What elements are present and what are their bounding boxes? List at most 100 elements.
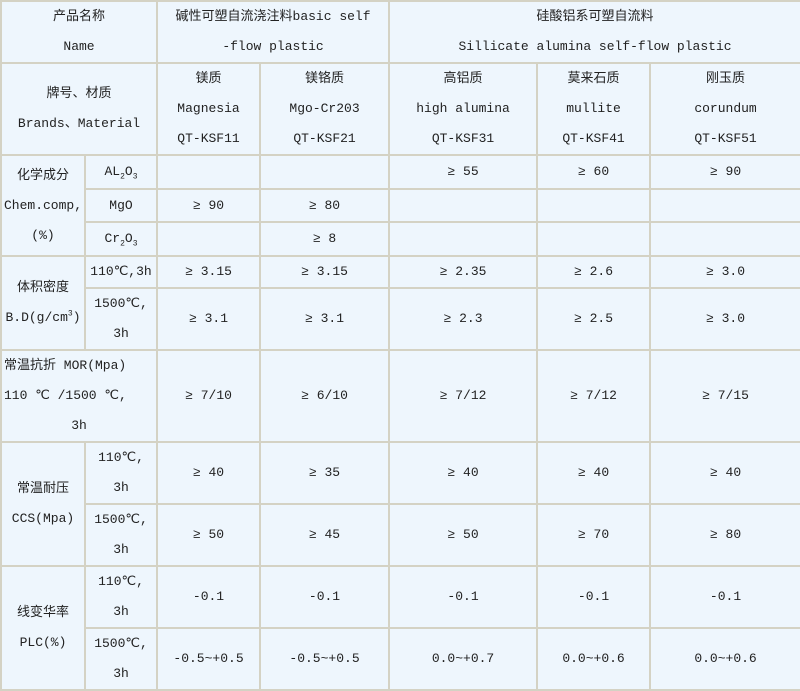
brand-row: 牌号、材质 Brands、Material 镁质 Magnesia QT-KSF11 … (0, 62, 800, 156)
condition-time: 3h (113, 326, 129, 341)
condition-label: 110℃, 3h (83, 565, 159, 629)
basic-header: 碱性可塑自流浇注料basic self -flow plastic (156, 0, 391, 64)
value-cell: ≥ 8 (259, 221, 391, 257)
chem-label-unit: (%) (31, 227, 55, 243)
component-label: AL2O3 (83, 154, 159, 190)
chem-label-en: Chem.comp, (4, 197, 83, 213)
value-cell (156, 221, 262, 257)
condition-label: 1500℃, 3h (83, 503, 159, 567)
value-cell (536, 188, 652, 223)
value-cell: ≥ 3.1 (156, 287, 262, 351)
density-label-en: B.D(g/cm3) (4, 303, 82, 333)
brand-label: 牌号、材质 Brands、Material (0, 62, 159, 156)
silicate-en: Sillicate alumina self-flow plastic (458, 39, 732, 54)
chem-row-cr2o3: Cr2O3 ≥ 8 (1, 221, 800, 257)
product-name-en: Name (63, 39, 95, 54)
product-cell: 莫来石质 mullite QT-KSF41 (536, 62, 652, 156)
chem-label: 化学成分 Chem.comp, (%) (0, 154, 86, 257)
product-code: QT-KSF21 (293, 131, 356, 146)
value-cell: -0.1 (259, 565, 391, 629)
product-cell: 镁铬质 Mgo-Cr203 QT-KSF21 (259, 62, 391, 156)
product-name-header: 产品名称 Name (0, 0, 159, 64)
plc-row-1500: 1500℃, 3h -0.5~+0.5 -0.5~+0.5 0.0~+0.7 0.… (1, 627, 800, 691)
formula-sub: 3 (132, 239, 138, 249)
product-cn: 莫来石质 (567, 71, 620, 86)
value-cell: ≥ 2.6 (536, 255, 652, 289)
product-code: QT-KSF51 (694, 131, 757, 146)
value-cell: ≥ 50 (156, 503, 262, 567)
value-cell: ≥ 90 (156, 188, 262, 223)
condition-time: 3h (113, 542, 129, 557)
silicate-cn: 硅酸铝系可塑自流料 (536, 9, 654, 24)
density-label-cn: 体积密度 (16, 280, 69, 295)
product-en: Mgo-Cr203 (289, 101, 360, 116)
value-cell: ≥ 40 (156, 441, 262, 505)
value-cell: -0.1 (156, 565, 262, 629)
ccs-row-1500: 1500℃, 3h ≥ 50 ≥ 45 ≥ 50 ≥ 70 ≥ 80 (1, 503, 800, 567)
formula-part: Cr (104, 231, 121, 246)
formula-part: AL (104, 164, 121, 179)
value-cell (536, 221, 652, 257)
condition-temp: 110℃, (98, 450, 144, 465)
value-cell: ≥ 3.1 (259, 287, 391, 351)
value-cell: ≥ 55 (388, 154, 539, 190)
chem-row-mgo: MgO ≥ 90 ≥ 80 (1, 188, 800, 223)
value-cell: 0.0~+0.6 (649, 627, 800, 691)
product-code: QT-KSF31 (431, 131, 495, 146)
product-code: QT-KSF11 (177, 131, 240, 146)
formula-sub: 3 (132, 172, 138, 182)
value-cell (259, 154, 391, 190)
condition-time: 3h (113, 480, 129, 495)
mor-label: 常温抗折 MOR(Mpa) 110 ℃ /1500 ℃, 3h (0, 349, 159, 443)
value-cell: ≥ 7/15 (649, 349, 800, 443)
density-unit-close: ) (72, 310, 81, 325)
product-code: QT-KSF41 (562, 131, 625, 146)
value-cell (388, 188, 539, 223)
condition-label: 1500℃, 3h (83, 627, 159, 691)
condition-time: 3h (113, 666, 129, 681)
condition-time: 3h (113, 604, 129, 619)
value-cell: ≥ 40 (649, 441, 800, 505)
density-row-110: 体积密度 B.D(g/cm3) 110℃,3h ≥ 3.15 ≥ 3.15 ≥ 2… (0, 255, 800, 351)
product-en: mullite (566, 101, 621, 116)
product-cell: 刚玉质 corundum QT-KSF51 (649, 62, 800, 156)
value-cell: ≥ 2.5 (536, 287, 652, 351)
plc-row-110: 线变华率 PLC(%) 110℃, 3h -0.1 -0.1 -0.1 -0.1 -… (0, 565, 800, 691)
formula-sub: 2 (120, 239, 125, 249)
mor-row: 常温抗折 MOR(Mpa) 110 ℃ /1500 ℃, 3h ≥ 7/10 ≥ 6… (0, 349, 800, 443)
value-cell: ≥ 3.0 (649, 287, 800, 351)
header-row: 产品名称 Name 碱性可塑自流浇注料basic self -flow plasti… (0, 0, 800, 64)
value-cell: ≥ 80 (259, 188, 391, 223)
product-cn: 镁质 (195, 71, 222, 86)
density-unit: B.D(g/cm (5, 310, 68, 325)
value-cell: ≥ 2.35 (388, 255, 539, 289)
silicate-header: 硅酸铝系可塑自流料 Sillicate alumina self-flow pla… (388, 0, 800, 64)
component-label: Cr2O3 (83, 221, 159, 257)
ccs-label-en: CCS(Mpa) (11, 511, 75, 526)
value-cell: ≥ 2.3 (388, 287, 539, 351)
density-label: 体积密度 B.D(g/cm3) (0, 255, 86, 351)
formula-part: O (124, 231, 133, 246)
formula-part: O (124, 164, 133, 179)
value-cell: ≥ 60 (536, 154, 652, 190)
formula-sub: 2 (120, 172, 125, 182)
condition-label: 110℃, 3h (83, 441, 159, 505)
value-cell: ≥ 40 (536, 441, 652, 505)
ccs-row-110: 常温耐压 CCS(Mpa) 110℃, 3h ≥ 40 ≥ 35 ≥ 40 ≥ 40… (0, 441, 800, 567)
plc-label-en: PLC(%) (19, 635, 67, 650)
chem-row-al2o3: 化学成分 Chem.comp, (%) AL2O3 ≥ 55 ≥ 60 ≥ 90 (0, 154, 800, 257)
ccs-label: 常温耐压 CCS(Mpa) (0, 441, 86, 567)
product-en: high alumina (416, 101, 510, 116)
value-cell: ≥ 45 (259, 503, 391, 567)
product-cell: 镁质 Magnesia QT-KSF11 (156, 62, 262, 156)
value-cell (156, 154, 262, 190)
mor-label-2: 110 ℃ /1500 ℃, (4, 388, 127, 403)
value-cell: -0.1 (388, 565, 539, 629)
product-cn: 镁铬质 (305, 71, 345, 86)
brand-label-en: Brands、Material (17, 116, 141, 131)
value-cell: ≥ 7/12 (536, 349, 652, 443)
value-cell: ≥ 70 (536, 503, 652, 567)
value-cell: -0.1 (649, 565, 800, 629)
mor-label-3: 3h (71, 418, 87, 433)
